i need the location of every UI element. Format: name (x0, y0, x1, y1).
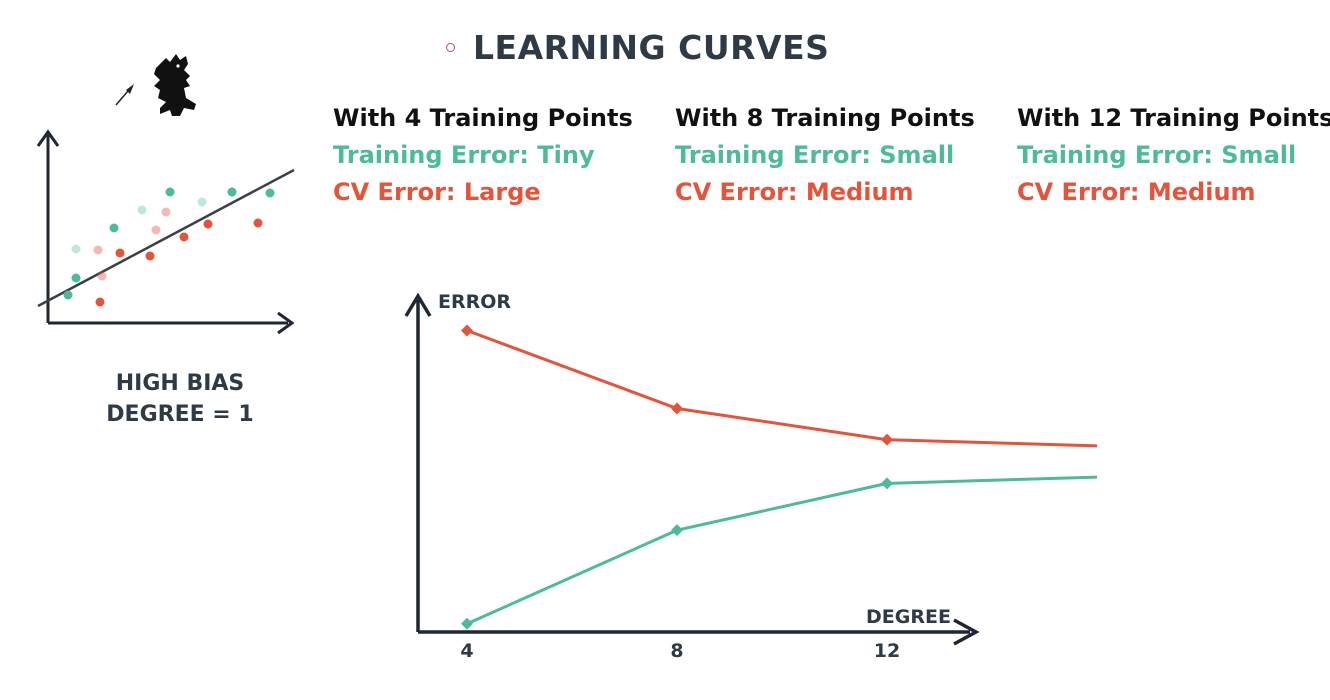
dart-icon (115, 84, 134, 106)
training-error-curve (466, 475, 1098, 626)
cv-error-text: CV Error: Large (333, 178, 541, 206)
column-heading: With 8 Training Points (675, 104, 975, 132)
tick-layer: 4 8 12 (460, 640, 900, 662)
x-tick-label: 4 (460, 640, 473, 662)
x-tick-label: 8 (670, 640, 683, 662)
y-axis-label: ERROR (438, 291, 511, 313)
series-layer (461, 324, 1098, 630)
column-heading: With 4 Training Points (333, 104, 633, 132)
training-error-point (671, 524, 683, 537)
column-heading: With 12 Training Points (1017, 104, 1330, 132)
bias-label-line2: DEGREE = 1 (106, 402, 254, 427)
cv-error-point (461, 324, 473, 337)
monster-icon (154, 54, 196, 116)
cv-error-text: CV Error: Medium (675, 178, 914, 206)
cv-error-curve (466, 329, 1098, 448)
training-error-point (881, 477, 893, 490)
x-axis-label: DEGREE (866, 606, 951, 628)
training-error-text: Training Error: Small (675, 141, 955, 169)
cv-error-point (671, 402, 683, 415)
linear-fit-line (37, 168, 295, 308)
scatter-points (63, 187, 275, 307)
bias-label-line1: HIGH BIAS (115, 371, 245, 396)
info-column-12-points: With 12 Training Points Training Error: … (1017, 100, 1330, 211)
training-error-text: Training Error: Small (1017, 141, 1297, 169)
info-column-4-points: With 4 Training Points Training Error: T… (333, 100, 633, 211)
training-error-text: Training Error: Tiny (333, 141, 595, 169)
bias-label: HIGH BIAS DEGREE = 1 (60, 368, 300, 430)
scatter-axes (36, 129, 295, 335)
cv-error-point (881, 433, 893, 446)
title-row: LEARNING CURVES (446, 24, 829, 70)
cv-error-text: CV Error: Medium (1017, 178, 1256, 206)
x-tick-label: 12 (874, 640, 900, 662)
high-bias-scatter-illustration (36, 54, 295, 335)
info-column-8-points: With 8 Training Points Training Error: S… (675, 100, 975, 211)
bullet-icon (446, 42, 455, 52)
chart-axes (404, 292, 980, 646)
page-title: LEARNING CURVES (473, 27, 830, 67)
training-error-point (461, 617, 473, 630)
